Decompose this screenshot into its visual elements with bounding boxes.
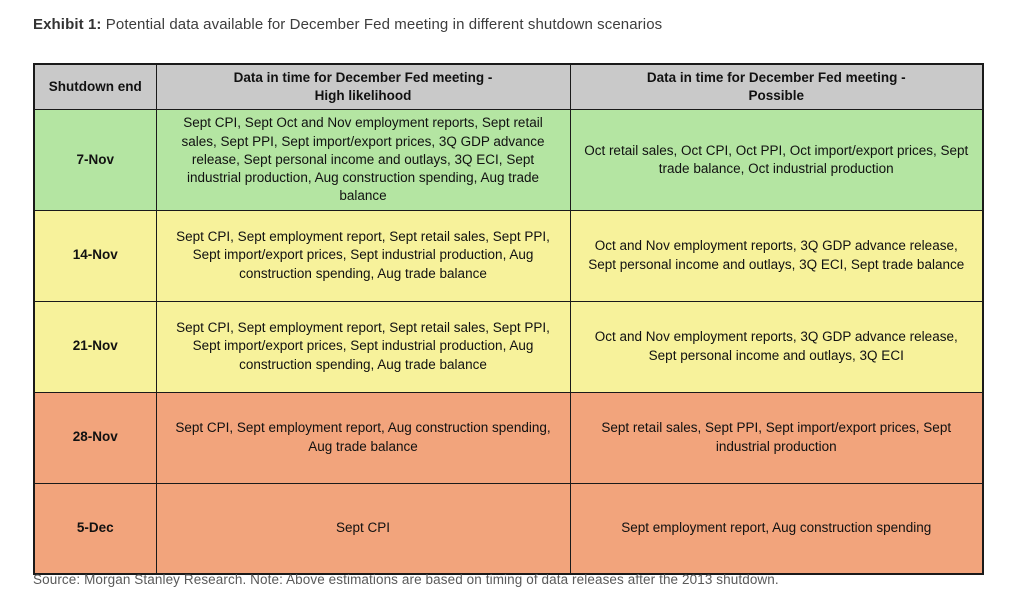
possible-cell: Oct and Nov employment reports, 3Q GDP a… (569, 209, 984, 302)
exhibit-title-prefix: Exhibit 1: (33, 16, 102, 33)
possible-cell: Sept employment report, Aug construction… (569, 482, 984, 575)
column-header-line2: High likelihood (314, 88, 412, 104)
shutdown-end-date: 7-Nov (33, 109, 157, 211)
column-header-high-likelihood: Data in time for December Fed meeting - … (155, 63, 571, 111)
exhibit-title: Exhibit 1: Potential data available for … (33, 16, 662, 33)
column-header-line1: Data in time for December Fed meeting - (233, 70, 493, 85)
possible-cell: Oct retail sales, Oct CPI, Oct PPI, Oct … (569, 109, 984, 211)
column-header-line1: Data in time for December Fed meeting - (646, 70, 906, 85)
high-likelihood-cell: Sept CPI, Sept employment report, Sept r… (155, 209, 571, 302)
table-header-row: Shutdown end Data in time for December F… (33, 63, 984, 111)
table-row-5-dec: 5-Dec Sept CPI Sept employment report, A… (33, 482, 984, 575)
exhibit-title-text: Potential data available for December Fe… (101, 16, 663, 33)
possible-cell: Oct and Nov employment reports, 3Q GDP a… (569, 300, 984, 393)
table-row-21-nov: 21-Nov Sept CPI, Sept employment report,… (33, 300, 984, 393)
shutdown-end-date: 14-Nov (33, 209, 157, 302)
high-likelihood-cell: Sept CPI, Sept employment report, Sept r… (155, 300, 571, 393)
source-note: Source: Morgan Stanley Research. Note: A… (33, 572, 779, 587)
table-row-14-nov: 14-Nov Sept CPI, Sept employment report,… (33, 209, 984, 302)
high-likelihood-cell: Sept CPI, Sept Oct and Nov employment re… (155, 109, 571, 211)
shutdown-end-date: 5-Dec (33, 482, 157, 575)
shutdown-scenarios-table: Shutdown end Data in time for December F… (33, 63, 984, 576)
high-likelihood-cell: Sept CPI (155, 482, 571, 575)
table-row-28-nov: 28-Nov Sept CPI, Sept employment report,… (33, 391, 984, 484)
shutdown-end-date: 21-Nov (33, 300, 157, 393)
column-header-shutdown-end: Shutdown end (33, 63, 157, 111)
column-header-label: Shutdown end (48, 79, 142, 95)
high-likelihood-cell: Sept CPI, Sept employment report, Aug co… (155, 391, 571, 484)
column-header-possible: Data in time for December Fed meeting - … (569, 63, 984, 111)
shutdown-end-date: 28-Nov (33, 391, 157, 484)
possible-cell: Sept retail sales, Sept PPI, Sept import… (569, 391, 984, 484)
column-header-line2: Possible (748, 88, 805, 104)
table-row-7-nov: 7-Nov Sept CPI, Sept Oct and Nov employm… (33, 109, 984, 211)
